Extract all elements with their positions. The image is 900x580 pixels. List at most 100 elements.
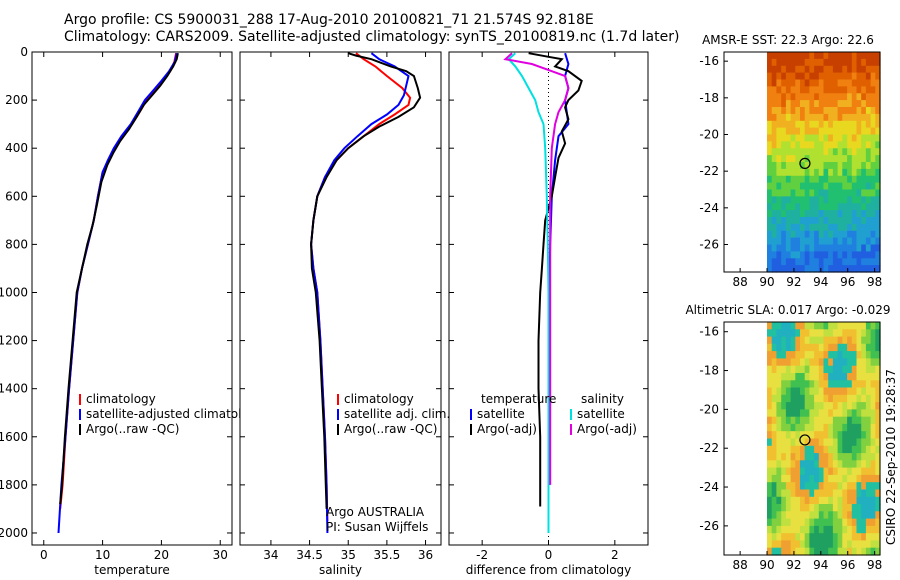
heatmap-cell xyxy=(842,504,848,512)
heatmap-cell xyxy=(856,547,862,556)
heatmap-cell xyxy=(823,525,829,534)
heatmap-cell xyxy=(804,322,810,330)
heatmap-cell xyxy=(767,504,773,512)
heatmap-cell xyxy=(767,148,773,156)
heatmap-cell xyxy=(856,265,862,273)
heatmap-cell xyxy=(851,65,858,74)
heatmap-cell xyxy=(795,445,801,454)
heatmap-cell xyxy=(818,217,825,225)
heatmap-cell xyxy=(870,511,876,520)
heatmap-cell xyxy=(865,373,872,381)
heatmap-cell xyxy=(861,336,867,345)
heatmap-cell xyxy=(804,518,810,527)
legend-label: satellite xyxy=(477,407,525,421)
heatmap-cell xyxy=(818,387,825,396)
heatmap-cell xyxy=(865,196,872,204)
heatmap-cell xyxy=(785,230,792,239)
heatmap-cell xyxy=(828,265,834,273)
heatmap-cell xyxy=(818,65,825,74)
heatmap-cell xyxy=(842,162,848,170)
heatmap-cell xyxy=(785,141,792,149)
heatmap-cell xyxy=(776,230,782,239)
heatmap-cell xyxy=(870,182,876,191)
heatmap-cell xyxy=(832,148,839,156)
x-tick-label: 34 xyxy=(263,548,278,562)
heatmap-cell xyxy=(861,467,867,476)
heatmap-cell xyxy=(818,175,825,184)
heatmap-cell xyxy=(861,351,867,359)
heatmap-cell xyxy=(814,182,820,191)
heatmap-cell xyxy=(856,496,862,505)
heatmap-cell xyxy=(800,409,806,418)
heatmap-cell xyxy=(804,460,810,469)
heatmap-cell xyxy=(809,93,815,101)
heatmap-cell xyxy=(809,525,815,534)
heatmap-cell xyxy=(809,438,815,447)
heatmap-cell xyxy=(818,265,825,273)
heatmap-cell xyxy=(795,251,801,259)
heatmap-cell xyxy=(823,365,829,374)
heatmap-cell xyxy=(818,258,825,266)
heatmap-cell xyxy=(851,223,858,232)
x-tick-label: 90 xyxy=(759,558,774,572)
heatmap-cell xyxy=(785,460,792,469)
heatmap-cell xyxy=(790,504,796,512)
heatmap-cell xyxy=(814,251,820,259)
legend-label: Argo(-adj) xyxy=(477,422,537,436)
heatmap-cell xyxy=(795,155,801,163)
heatmap-cell xyxy=(870,120,876,129)
heatmap-cell xyxy=(847,336,853,345)
heatmap-cell xyxy=(828,258,834,266)
heatmap-cell xyxy=(823,223,829,232)
heatmap-cell xyxy=(861,189,867,197)
heatmap-cell xyxy=(814,533,820,542)
heatmap-cell xyxy=(861,358,867,367)
heatmap-cell xyxy=(847,431,853,440)
heatmap-cell xyxy=(856,79,862,87)
heatmap-cell xyxy=(795,387,801,396)
heatmap-cell xyxy=(823,322,829,330)
heatmap-cell xyxy=(832,141,839,149)
x-axis-label: salinity xyxy=(319,563,362,577)
heatmap-cell xyxy=(809,72,815,81)
heatmap-cell xyxy=(861,93,867,101)
heatmap-cell xyxy=(776,504,782,512)
heatmap-cell xyxy=(856,230,862,239)
heatmap-cell xyxy=(771,265,777,273)
heatmap-cell xyxy=(861,107,867,115)
heatmap-cell xyxy=(875,86,881,94)
heatmap-cell xyxy=(781,496,787,505)
heatmap-cell xyxy=(800,58,806,67)
heatmap-cell xyxy=(785,265,792,273)
heatmap-cell xyxy=(856,182,862,191)
heatmap-cell xyxy=(809,416,815,425)
heatmap-cell xyxy=(809,86,815,94)
heatmap-cell xyxy=(785,155,792,163)
heatmap-cell xyxy=(847,189,853,197)
heatmap-cell xyxy=(823,134,829,142)
heatmap-cell xyxy=(851,203,858,211)
heatmap-cell xyxy=(870,258,876,266)
heatmap-cell xyxy=(847,134,853,142)
heatmap-cell xyxy=(781,223,787,232)
heatmap-cell xyxy=(861,489,867,498)
heatmap-cell xyxy=(767,394,773,403)
y-tick-label: -26 xyxy=(699,238,719,252)
heatmap-cell xyxy=(809,387,815,396)
heatmap-cell xyxy=(823,373,829,381)
heatmap-cell xyxy=(776,409,782,418)
heatmap-cell xyxy=(785,107,792,115)
y-tick-label: -20 xyxy=(699,128,719,142)
heatmap-cell xyxy=(875,168,881,177)
heatmap-cell xyxy=(823,533,829,542)
heatmap-cell xyxy=(795,134,801,142)
heatmap-cell xyxy=(851,431,858,440)
heatmap-cell xyxy=(837,134,843,142)
heatmap-cell xyxy=(785,511,792,520)
plot-frame xyxy=(31,51,233,546)
heatmap-cell xyxy=(856,237,862,246)
heatmap-cell xyxy=(842,453,848,461)
series-line-argo-raw-qc- xyxy=(310,52,422,509)
heatmap-cell xyxy=(828,148,834,156)
heatmap-cell xyxy=(804,329,810,338)
